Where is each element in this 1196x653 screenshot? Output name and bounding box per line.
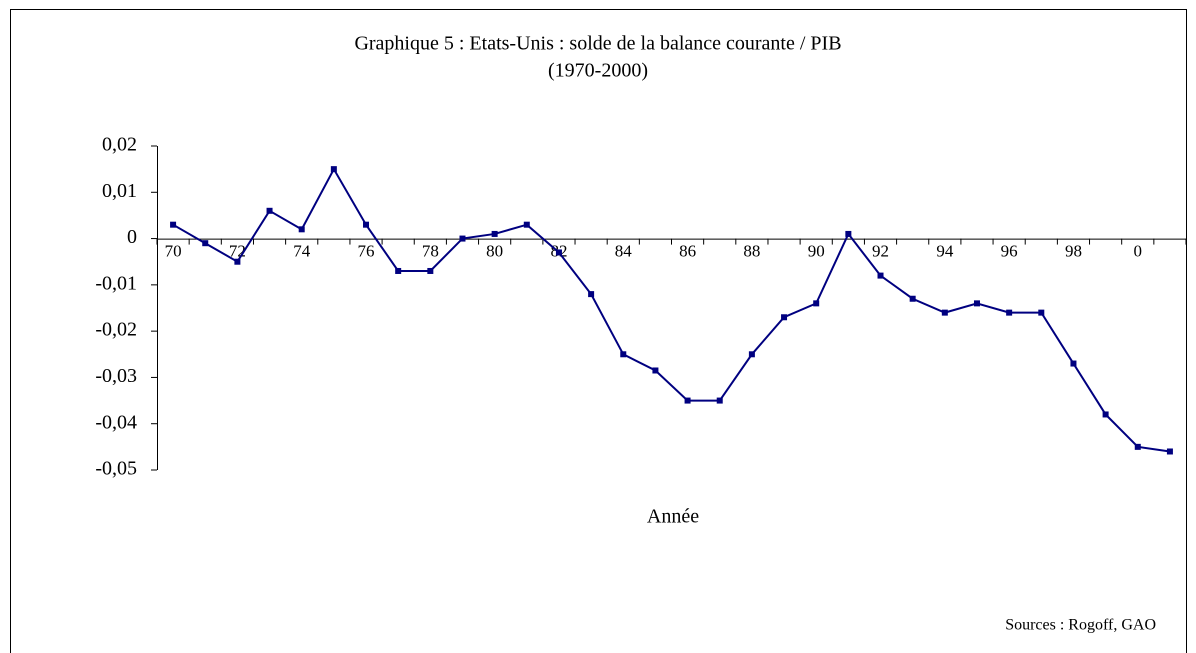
point-marker	[1038, 309, 1045, 316]
point-marker	[909, 295, 916, 302]
x-tick-label: 98	[1065, 241, 1082, 260]
point-marker	[459, 235, 466, 242]
x-tick-label: 92	[872, 241, 889, 260]
point-marker	[684, 397, 691, 404]
x-tick-label: 74	[293, 241, 311, 260]
y-tick-label: -0,01	[95, 272, 137, 294]
point-marker	[588, 291, 595, 298]
x-tick-label: 88	[743, 241, 760, 260]
source-note: Sources : Rogoff, GAO	[1005, 617, 1156, 634]
y-tick-label: -0,02	[95, 319, 137, 341]
x-tick-label: 96	[1001, 241, 1018, 260]
y-tick-label: -0,03	[95, 365, 137, 387]
point-marker	[1006, 309, 1013, 316]
point-marker	[1134, 443, 1141, 450]
point-marker	[363, 221, 370, 228]
y-tick-label: -0,05	[95, 458, 137, 480]
point-marker	[330, 166, 337, 173]
y-tick-label: 0,01	[102, 180, 137, 202]
point-marker	[748, 351, 755, 358]
x-tick-label: 0	[1134, 241, 1143, 260]
point-marker	[973, 300, 980, 307]
x-tick-label: 86	[679, 241, 696, 260]
point-marker	[1166, 448, 1173, 455]
point-marker	[266, 207, 273, 214]
point-marker	[395, 267, 402, 274]
x-tick-label: 78	[422, 241, 439, 260]
x-tick-label: 80	[486, 241, 503, 260]
point-marker	[813, 300, 820, 307]
point-marker	[941, 309, 948, 316]
point-marker	[202, 240, 209, 247]
point-marker	[652, 367, 659, 374]
point-marker	[234, 258, 241, 265]
point-marker	[1070, 360, 1077, 367]
x-tick-label: 94	[936, 241, 954, 260]
point-marker	[845, 230, 852, 237]
chart-subtitle: (1970-2000)	[548, 60, 648, 82]
point-marker	[298, 226, 305, 233]
y-tick-label: -0,04	[95, 411, 137, 433]
chart-title: Graphique 5 : Etats-Unis : solde de la b…	[354, 33, 841, 55]
x-tick-label: 76	[358, 241, 375, 260]
x-tick-label: 70	[165, 241, 182, 260]
x-axis-label: Année	[647, 506, 699, 528]
point-marker	[716, 397, 723, 404]
point-marker	[877, 272, 884, 279]
y-tick-label: 0	[127, 226, 137, 248]
y-tick-label: 0,02	[102, 134, 137, 156]
x-tick-label: 84	[615, 241, 633, 260]
series-line	[172, 167, 1171, 453]
x-tick-label: 90	[808, 241, 825, 260]
point-marker	[170, 221, 177, 228]
point-marker	[523, 221, 530, 228]
point-marker	[781, 314, 788, 321]
point-marker	[620, 351, 627, 358]
point-marker	[555, 249, 562, 256]
point-marker	[491, 230, 498, 237]
point-marker	[1102, 411, 1109, 418]
point-marker	[427, 267, 434, 274]
